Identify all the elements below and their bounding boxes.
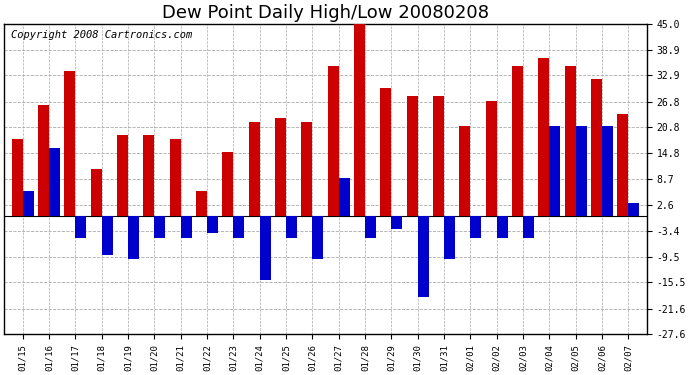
Bar — [128, 216, 139, 259]
Bar — [75, 216, 86, 238]
Text: Copyright 2008 Cartronics.com: Copyright 2008 Cartronics.com — [10, 30, 192, 40]
Bar — [433, 96, 444, 216]
Bar — [181, 216, 192, 238]
Bar — [354, 20, 365, 216]
Bar — [170, 139, 181, 216]
Bar — [328, 66, 339, 216]
Bar — [275, 118, 286, 216]
Bar — [406, 96, 417, 216]
Bar — [144, 135, 155, 216]
Bar — [49, 148, 60, 216]
Title: Dew Point Daily High/Low 20080208: Dew Point Daily High/Low 20080208 — [162, 4, 489, 22]
Bar — [618, 114, 629, 216]
Bar — [286, 216, 297, 238]
Bar — [313, 216, 324, 259]
Bar — [538, 58, 549, 216]
Bar — [101, 216, 112, 255]
Bar — [207, 216, 218, 233]
Bar — [155, 216, 166, 238]
Bar — [12, 139, 23, 216]
Bar — [248, 122, 259, 216]
Bar — [497, 216, 508, 238]
Bar — [90, 169, 101, 216]
Bar — [339, 178, 350, 216]
Bar — [117, 135, 128, 216]
Bar — [549, 126, 560, 216]
Bar — [38, 105, 49, 216]
Bar — [380, 88, 391, 216]
Bar — [512, 66, 523, 216]
Bar — [23, 190, 34, 216]
Bar — [391, 216, 402, 229]
Bar — [302, 122, 313, 216]
Bar — [365, 216, 376, 238]
Bar — [233, 216, 244, 238]
Bar — [602, 126, 613, 216]
Bar — [575, 126, 586, 216]
Bar — [259, 216, 270, 280]
Bar — [460, 126, 471, 216]
Bar — [564, 66, 575, 216]
Bar — [471, 216, 482, 238]
Bar — [417, 216, 428, 297]
Bar — [591, 80, 602, 216]
Bar — [222, 152, 233, 216]
Bar — [196, 190, 207, 216]
Bar — [64, 71, 75, 216]
Bar — [486, 101, 497, 216]
Bar — [444, 216, 455, 259]
Bar — [523, 216, 534, 238]
Bar — [629, 203, 640, 216]
